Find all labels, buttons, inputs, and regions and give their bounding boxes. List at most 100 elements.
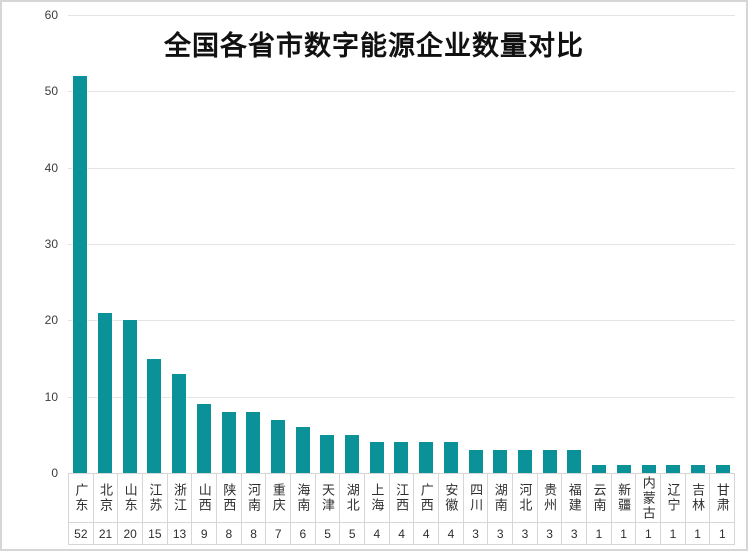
category-value-cell: 15 bbox=[143, 523, 168, 544]
category-value-cell: 3 bbox=[488, 523, 514, 544]
category-name-cell: 安徽 bbox=[439, 474, 464, 523]
category-name-cell: 甘肃 bbox=[710, 474, 735, 523]
bar-column bbox=[587, 15, 612, 473]
y-axis-tick-label: 0 bbox=[51, 466, 58, 480]
category-name-cell: 吉林 bbox=[685, 474, 711, 523]
category-name-row: 广东 北京 山东 江苏 浙江 山西 陕西 河南 重庆 海南 天津 湖北 上海 江西 广西 安徽 四川 湖南 河北 贵州… bbox=[69, 474, 735, 523]
category-name-label: 吉林 bbox=[690, 483, 706, 513]
category-value-cell: 1 bbox=[686, 523, 711, 544]
bar-series bbox=[68, 15, 735, 473]
category-value-cell: 13 bbox=[168, 523, 193, 544]
category-name-label: 湖北 bbox=[344, 483, 360, 513]
y-axis-tick-label: 40 bbox=[44, 160, 58, 175]
bar-column bbox=[142, 15, 167, 473]
bar-column bbox=[340, 15, 365, 473]
bar-column bbox=[537, 15, 562, 473]
bar bbox=[666, 465, 681, 473]
y-axis-tick-label: 50 bbox=[44, 84, 58, 99]
bar-column bbox=[710, 15, 735, 473]
category-name-label: 浙江 bbox=[172, 483, 188, 513]
category-value-cell: 5 bbox=[340, 523, 366, 544]
bar bbox=[320, 434, 335, 473]
category-name-cell: 内蒙古 bbox=[636, 474, 662, 523]
bar bbox=[542, 450, 557, 473]
category-name-label: 陕西 bbox=[221, 483, 237, 513]
category-value-label: 8 bbox=[225, 526, 233, 541]
bar bbox=[468, 450, 483, 473]
bar bbox=[394, 442, 409, 473]
bar bbox=[518, 450, 532, 473]
y-axis-tick-label: 60 bbox=[44, 8, 58, 22]
bar-column bbox=[93, 15, 118, 473]
category-value-cell: 6 bbox=[291, 523, 316, 544]
category-name-cell: 山西 bbox=[192, 474, 218, 523]
category-name-cell: 天津 bbox=[315, 474, 341, 523]
bar-column bbox=[241, 15, 266, 473]
bar-column bbox=[414, 15, 439, 473]
category-value-cell: 3 bbox=[513, 523, 538, 544]
category-value-label: 1 bbox=[620, 526, 627, 541]
category-value-label: 21 bbox=[98, 526, 113, 541]
category-name-label: 江苏 bbox=[147, 483, 163, 513]
category-name-label: 新疆 bbox=[616, 483, 632, 513]
category-name-label: 安徽 bbox=[443, 483, 459, 513]
category-name-label: 贵州 bbox=[542, 483, 558, 513]
category-name-label: 海南 bbox=[295, 483, 311, 513]
bar bbox=[715, 465, 730, 473]
category-name-label: 山西 bbox=[196, 483, 212, 513]
bar-column bbox=[661, 15, 686, 473]
bar bbox=[172, 373, 187, 473]
category-value-label: 1 bbox=[694, 526, 701, 541]
category-value-label: 8 bbox=[250, 526, 257, 541]
category-name-label: 广西 bbox=[418, 483, 434, 513]
bar-column bbox=[636, 15, 661, 473]
category-name-cell: 广东 bbox=[69, 474, 94, 523]
category-value-cell: 4 bbox=[365, 523, 390, 544]
category-name-label: 重庆 bbox=[270, 483, 286, 513]
category-value-cell: 7 bbox=[266, 523, 292, 544]
category-value-label: 7 bbox=[274, 526, 282, 541]
bar-column bbox=[290, 15, 315, 473]
y-axis: 0 10 20 30 40 50 60 bbox=[2, 9, 58, 479]
category-name-label: 山东 bbox=[122, 483, 138, 513]
category-value-label: 6 bbox=[299, 526, 307, 541]
category-name-cell: 陕西 bbox=[217, 474, 242, 523]
bar-column bbox=[463, 15, 488, 473]
category-name-cell: 辽宁 bbox=[661, 474, 686, 523]
bar-column bbox=[192, 15, 217, 473]
category-name-label: 内蒙古 bbox=[640, 475, 656, 521]
category-name-cell: 云南 bbox=[587, 474, 612, 523]
category-value-label: 4 bbox=[422, 526, 430, 541]
category-value-label: 52 bbox=[74, 526, 88, 541]
gridline bbox=[68, 15, 735, 16]
category-value-cell: 1 bbox=[710, 523, 734, 544]
bar bbox=[246, 411, 261, 473]
category-value-cell: 8 bbox=[217, 523, 242, 544]
gridline bbox=[68, 167, 735, 169]
category-value-cell: 1 bbox=[636, 523, 662, 544]
category-name-label: 天津 bbox=[320, 483, 336, 513]
bar bbox=[443, 442, 458, 473]
category-name-cell: 湖南 bbox=[488, 474, 514, 523]
gridline bbox=[68, 91, 735, 93]
category-name-cell: 重庆 bbox=[266, 474, 292, 523]
bar bbox=[345, 434, 360, 473]
bar bbox=[592, 465, 607, 473]
category-value-cell: 8 bbox=[242, 523, 267, 544]
category-value-label: 3 bbox=[521, 526, 529, 541]
category-value-label: 4 bbox=[447, 526, 455, 541]
category-name-cell: 四川 bbox=[463, 474, 489, 523]
category-value-label: 4 bbox=[373, 526, 381, 541]
category-name-label: 北京 bbox=[98, 483, 113, 513]
data-table: 广东 北京 山东 江苏 浙江 山西 陕西 河南 重庆 海南 天津 湖北 上海 江西 广西 安徽 四川 湖南 河北 贵州… bbox=[68, 473, 735, 545]
category-value-label: 4 bbox=[398, 526, 405, 541]
category-name-cell: 湖北 bbox=[340, 474, 366, 523]
category-name-label: 辽宁 bbox=[665, 483, 681, 513]
category-name-cell: 上海 bbox=[365, 474, 390, 523]
bar-column bbox=[68, 15, 93, 473]
bar bbox=[690, 465, 705, 473]
category-value-label: 13 bbox=[172, 526, 187, 541]
category-name-cell: 福建 bbox=[562, 474, 588, 523]
bar bbox=[73, 76, 88, 473]
category-name-cell: 北京 bbox=[93, 474, 119, 523]
